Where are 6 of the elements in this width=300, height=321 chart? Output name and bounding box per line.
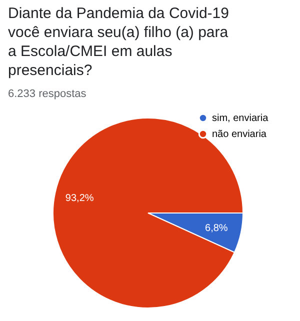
- chart-subtitle: 6.233 respostas: [8, 88, 87, 100]
- legend-label: não enviaria: [212, 129, 267, 140]
- data-label: 6,8%: [205, 222, 228, 234]
- legend-label: sim, enviaria: [212, 113, 269, 124]
- chart-title: Diante da Pandemia da Covid-19 você enviara seu(a) filho (a) para a Escola/CMEI em aulas presenciais?: [8, 5, 229, 79]
- data-label: 93,2%: [65, 193, 94, 204]
